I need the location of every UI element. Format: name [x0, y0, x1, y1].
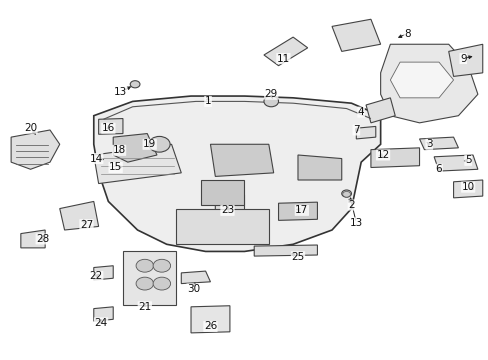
Circle shape: [136, 277, 153, 290]
Circle shape: [148, 136, 170, 152]
Polygon shape: [264, 37, 307, 66]
Polygon shape: [210, 144, 273, 176]
Text: 27: 27: [80, 220, 93, 230]
Text: 4: 4: [357, 107, 364, 117]
Polygon shape: [191, 306, 229, 333]
Polygon shape: [297, 155, 341, 180]
Polygon shape: [433, 155, 477, 171]
Polygon shape: [448, 44, 482, 76]
Polygon shape: [370, 148, 419, 167]
Text: 13: 13: [114, 87, 127, 98]
Text: 8: 8: [403, 28, 410, 39]
Text: 1: 1: [204, 96, 211, 107]
Text: 19: 19: [143, 139, 156, 149]
Polygon shape: [181, 271, 210, 284]
Text: 20: 20: [24, 123, 37, 133]
Text: 9: 9: [459, 54, 466, 64]
Text: 2: 2: [347, 200, 354, 210]
Text: 12: 12: [376, 150, 389, 160]
Polygon shape: [215, 195, 244, 215]
Circle shape: [342, 192, 350, 197]
Text: 22: 22: [89, 271, 102, 282]
Polygon shape: [201, 180, 244, 205]
Polygon shape: [331, 19, 380, 51]
Polygon shape: [60, 202, 99, 230]
Circle shape: [130, 81, 140, 88]
Text: 21: 21: [138, 302, 151, 312]
Text: 6: 6: [435, 164, 442, 174]
Text: 7: 7: [352, 125, 359, 135]
Polygon shape: [254, 245, 317, 256]
Polygon shape: [11, 130, 60, 169]
Text: 13: 13: [349, 218, 362, 228]
Polygon shape: [21, 230, 45, 248]
Text: 24: 24: [94, 318, 107, 328]
Circle shape: [341, 190, 351, 197]
Circle shape: [153, 259, 170, 272]
Text: 30: 30: [186, 284, 200, 294]
Circle shape: [264, 96, 278, 107]
Polygon shape: [366, 98, 394, 123]
Polygon shape: [94, 144, 181, 184]
Text: 23: 23: [221, 205, 234, 215]
Polygon shape: [389, 62, 453, 98]
Polygon shape: [419, 137, 458, 150]
Polygon shape: [94, 307, 113, 321]
Text: 26: 26: [203, 321, 217, 332]
Polygon shape: [356, 126, 375, 139]
Polygon shape: [278, 202, 317, 220]
Text: 25: 25: [291, 252, 304, 262]
Text: 17: 17: [295, 205, 308, 215]
Text: 14: 14: [89, 154, 102, 163]
Text: 11: 11: [276, 54, 289, 64]
Circle shape: [136, 259, 153, 272]
Text: 16: 16: [102, 123, 115, 133]
Text: 15: 15: [109, 162, 122, 172]
Text: 28: 28: [36, 234, 49, 244]
Polygon shape: [94, 266, 113, 280]
Text: 18: 18: [112, 145, 125, 156]
Polygon shape: [453, 180, 482, 198]
Circle shape: [153, 277, 170, 290]
Polygon shape: [99, 118, 122, 134]
Polygon shape: [176, 208, 268, 244]
Text: 29: 29: [264, 89, 277, 99]
Polygon shape: [113, 134, 157, 162]
Text: 3: 3: [425, 139, 432, 149]
Text: 10: 10: [461, 182, 474, 192]
Polygon shape: [122, 251, 176, 305]
PathPatch shape: [94, 96, 380, 251]
Text: 5: 5: [464, 156, 470, 165]
Polygon shape: [380, 44, 477, 123]
